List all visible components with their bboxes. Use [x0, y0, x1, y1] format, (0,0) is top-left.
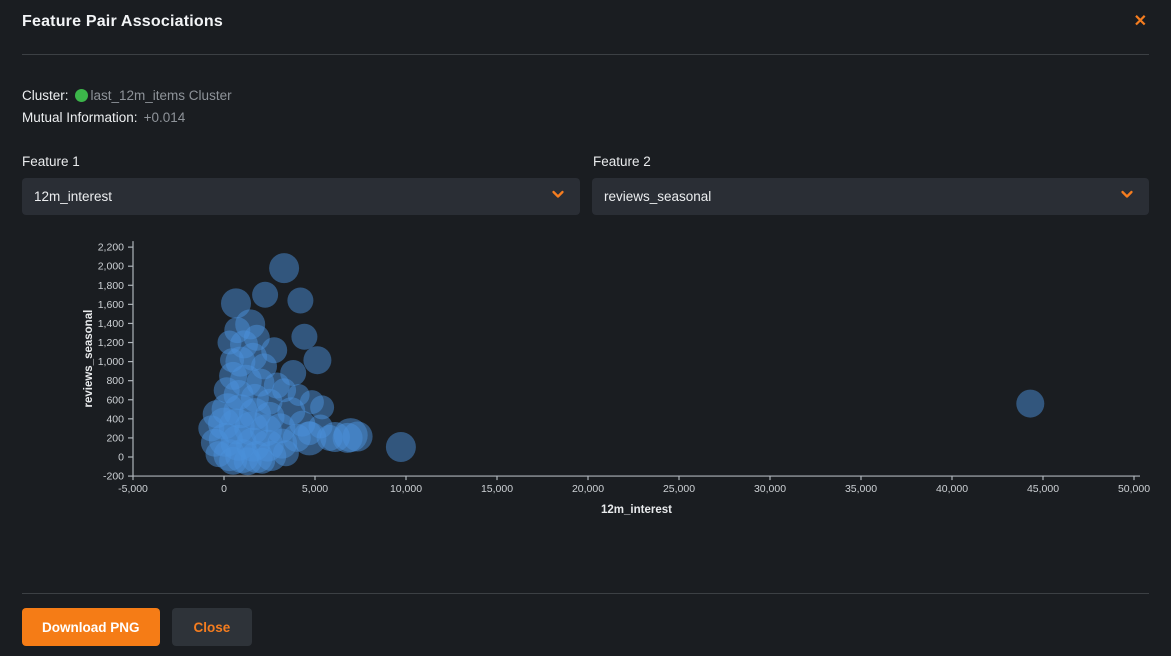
feature-1-select[interactable]: 12m_interest	[22, 178, 580, 215]
cluster-row: Cluster: last_12m_items Cluster	[22, 88, 232, 103]
feature-2-selected-value: reviews_seasonal	[604, 189, 712, 204]
page-title: Feature Pair Associations	[22, 13, 223, 30]
cluster-label: Cluster:	[22, 88, 69, 103]
cluster-color-dot	[74, 89, 88, 102]
svg-text:15,000: 15,000	[481, 483, 513, 495]
svg-text:2,200: 2,200	[98, 242, 124, 254]
svg-text:10,000: 10,000	[390, 483, 422, 495]
feature-1-selected-value: 12m_interest	[34, 189, 113, 204]
close-icon[interactable]: ✕	[1133, 13, 1147, 30]
svg-text:reviews_seasonal: reviews_seasonal	[83, 310, 95, 408]
feature-1-label: Feature 1	[22, 154, 80, 169]
svg-text:35,000: 35,000	[845, 483, 877, 495]
svg-text:2,000: 2,000	[98, 261, 124, 273]
svg-text:-5,000: -5,000	[118, 483, 148, 495]
scatter-chart-svg: -5,000 0 5,000 10,000 15,000 20,000 25,000 30,0…	[83, 241, 1150, 516]
svg-text:1,200: 1,200	[98, 337, 124, 349]
svg-text:5,000: 5,000	[302, 483, 328, 495]
svg-text:45,000: 45,000	[1027, 483, 1059, 495]
svg-text:0: 0	[221, 483, 227, 495]
svg-text:12m_interest: 12m_interest	[601, 504, 672, 516]
scatter-chart: -5,000 0 5,000 10,000 15,000 20,000 25,000 30,0…	[0, 230, 1171, 530]
header-divider	[22, 54, 1149, 55]
download-png-button[interactable]: Download PNG	[22, 608, 160, 646]
svg-text:40,000: 40,000	[936, 483, 968, 495]
chevron-down-icon	[1119, 186, 1135, 207]
svg-text:400: 400	[106, 413, 124, 425]
svg-text:30,000: 30,000	[754, 483, 786, 495]
svg-text:200: 200	[106, 432, 124, 444]
close-button[interactable]: Close	[171, 608, 253, 646]
feature-2-label: Feature 2	[593, 154, 651, 169]
footer-divider	[22, 593, 1149, 594]
mutual-information-row: Mutual Information: +0.014	[22, 110, 185, 125]
svg-text:600: 600	[106, 394, 124, 406]
svg-text:20,000: 20,000	[572, 483, 604, 495]
svg-text:800: 800	[106, 375, 124, 387]
svg-text:0: 0	[118, 452, 124, 464]
svg-text:25,000: 25,000	[663, 483, 695, 495]
footer-buttons: Download PNG Close	[22, 608, 253, 646]
svg-text:50,000: 50,000	[1118, 483, 1150, 495]
mutual-information-label: Mutual Information:	[22, 110, 138, 125]
svg-text:1,400: 1,400	[98, 318, 124, 330]
svg-text:1,600: 1,600	[98, 299, 124, 311]
chevron-down-icon	[550, 186, 566, 207]
feature-2-select[interactable]: reviews_seasonal	[592, 178, 1149, 215]
svg-text:1,000: 1,000	[98, 356, 124, 368]
svg-text:-200: -200	[103, 471, 124, 483]
svg-text:1,800: 1,800	[98, 280, 124, 292]
cluster-name: last_12m_items Cluster	[90, 88, 232, 103]
mutual-information-value: +0.014	[143, 110, 186, 125]
